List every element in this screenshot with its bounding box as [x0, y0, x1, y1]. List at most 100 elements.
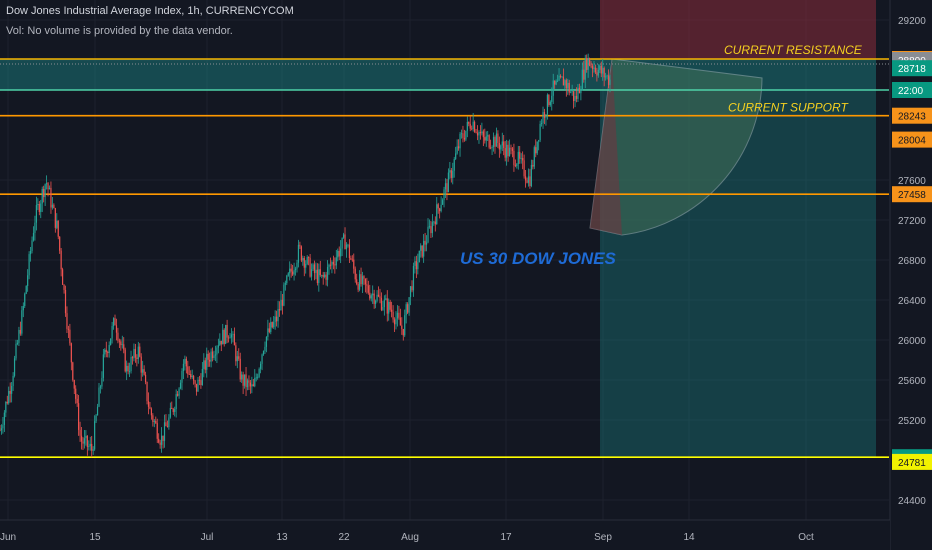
x-tick-label: Jun: [0, 532, 16, 543]
candle-body: [75, 388, 77, 399]
x-tick-label: 17: [500, 532, 512, 543]
price-tag-label: 22:00: [898, 86, 923, 97]
candle-body: [420, 245, 422, 251]
candle-body: [561, 76, 563, 78]
candle-body: [123, 344, 125, 350]
candle-body: [219, 340, 221, 346]
candle-body: [376, 294, 378, 301]
candle-body: [551, 95, 553, 102]
candle-body: [484, 137, 486, 141]
candle-body: [41, 188, 43, 204]
candle-body: [589, 58, 591, 66]
candle-body: [516, 164, 518, 167]
candle-body: [217, 345, 219, 348]
candle-body: [433, 221, 435, 223]
candle-body: [599, 65, 601, 70]
candle-body: [150, 408, 153, 416]
candle-body: [270, 322, 272, 332]
candle-body: [306, 257, 308, 264]
candle-body: [137, 346, 139, 359]
candle-body: [115, 325, 118, 333]
candle-body: [121, 344, 123, 346]
candle-body: [160, 435, 163, 445]
candle-body: [177, 394, 179, 396]
candle-body: [434, 221, 436, 225]
candle-body: [436, 204, 438, 225]
candle-body: [449, 170, 451, 173]
candle-body: [305, 263, 307, 268]
candle-body: [444, 183, 447, 190]
candle-body: [574, 95, 576, 102]
candle-body: [450, 170, 452, 178]
candle-body: [292, 271, 294, 275]
candle-body: [500, 145, 502, 150]
candle-body: [273, 321, 275, 328]
candle-body: [316, 269, 318, 283]
candle-body: [257, 376, 259, 378]
candle-body: [414, 261, 416, 266]
candle-body: [475, 131, 477, 133]
price-tag-label: 28718: [898, 64, 926, 75]
candle-body: [159, 442, 161, 445]
candle-body: [168, 417, 170, 428]
candle-body: [372, 293, 374, 296]
candle-body: [134, 348, 136, 358]
candle-body: [252, 384, 254, 387]
candle-body: [345, 244, 348, 250]
candle-body: [567, 82, 569, 89]
candle-body: [308, 257, 310, 258]
candle-body: [596, 72, 598, 76]
x-tick-label: 15: [89, 532, 101, 543]
candle-body: [236, 356, 238, 362]
candle-body: [529, 176, 531, 187]
candle-body: [468, 122, 470, 124]
candle-body: [556, 80, 559, 82]
candle-body: [18, 329, 20, 343]
candle-body: [156, 423, 158, 439]
candle-body: [220, 340, 222, 345]
candle-body: [287, 273, 289, 276]
x-tick-label: Jul: [201, 532, 214, 543]
candle-body: [402, 328, 404, 336]
candle-body: [539, 123, 541, 141]
candle-body: [520, 158, 522, 159]
candle-body: [424, 240, 426, 245]
candle-body: [284, 283, 286, 285]
candle-body: [172, 408, 174, 412]
candle-body: [45, 183, 48, 185]
candle-body: [290, 268, 292, 272]
candle-body: [532, 165, 534, 167]
candle-body: [321, 274, 323, 276]
x-tick-label: 22: [338, 532, 350, 543]
candle-body: [62, 269, 64, 285]
candle-body: [25, 285, 27, 294]
candle-body: [328, 264, 330, 268]
candle-body: [44, 184, 46, 198]
price-tag-label: 27458: [898, 190, 926, 201]
candle-body: [54, 208, 56, 228]
candle-body: [546, 94, 548, 115]
candle-body: [360, 274, 362, 285]
candle-body: [175, 394, 177, 410]
candle-body: [482, 131, 484, 138]
candle-body: [57, 220, 59, 237]
candle-body: [389, 301, 391, 310]
candle-body: [296, 262, 298, 269]
watermark-label: US 30 DOW JONES: [460, 249, 617, 268]
candle-body: [29, 251, 32, 255]
candle-body: [353, 259, 355, 269]
candle-body: [427, 226, 429, 243]
y-tick-label: 29200: [898, 16, 926, 27]
candle-body: [533, 147, 535, 167]
candle-body: [95, 415, 97, 422]
candle-body: [203, 360, 205, 369]
candle-body: [3, 412, 5, 425]
candle-body: [226, 324, 228, 338]
candle-body: [313, 264, 316, 274]
candle-body: [340, 248, 342, 257]
candle-body: [171, 407, 173, 409]
candle-body: [382, 307, 384, 310]
candle-body: [206, 353, 208, 370]
candle-body: [312, 264, 314, 270]
